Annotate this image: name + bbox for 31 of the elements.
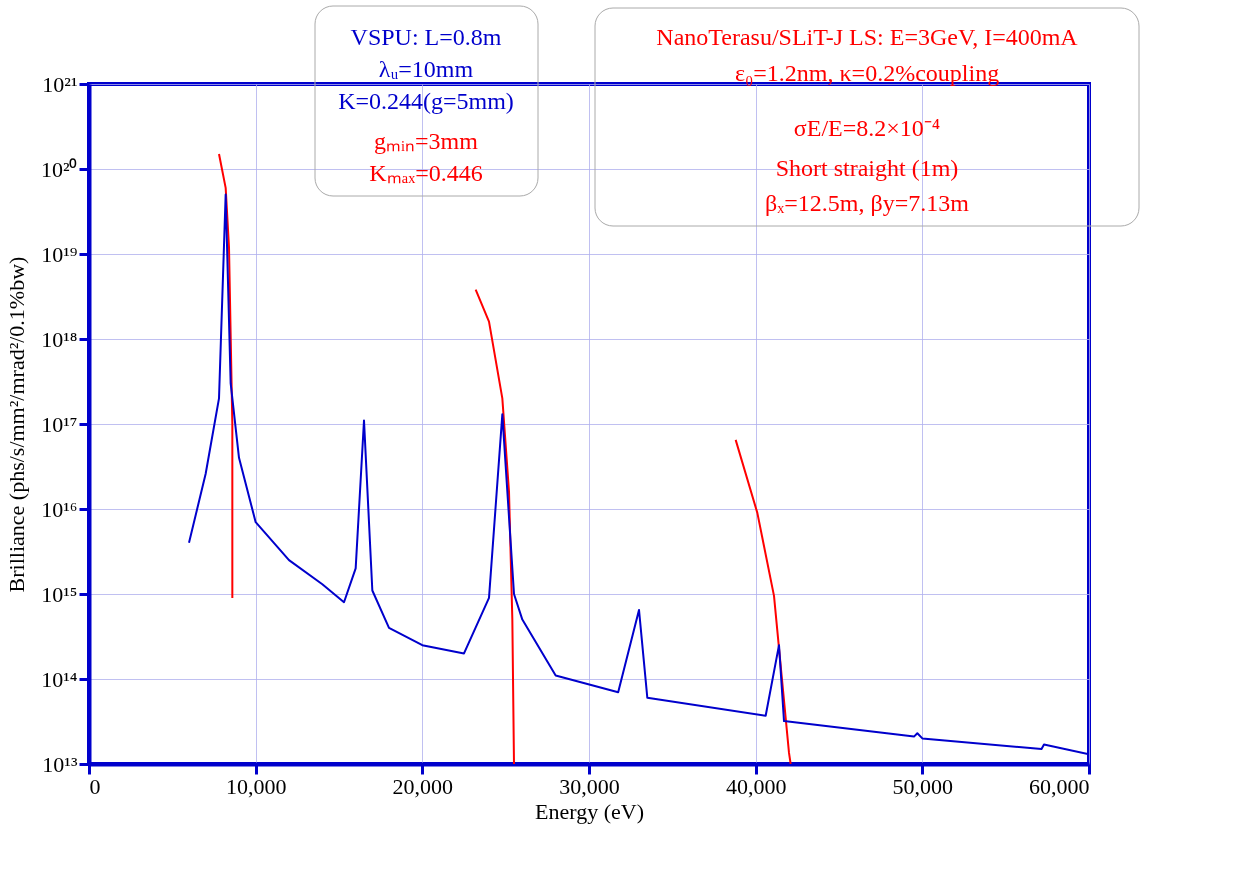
annotation: Short straight (1m) [775, 155, 959, 181]
annotation: ε₀=1.2nm, κ=0.2%coupling [734, 60, 1000, 86]
y-tick-label: 10²¹ [42, 71, 78, 97]
x-tick-label: 10,000 [225, 773, 287, 799]
y-tick-label: 10¹⁹ [41, 241, 78, 267]
line-series [734, 438, 792, 764]
x-tick-label: 40,000 [725, 773, 787, 799]
y-tick-label: 10¹⁵ [41, 581, 78, 607]
annotation: gₘᵢₙ=3mm [374, 128, 479, 154]
y-axis-title: Brilliance (phs/s/mm²/mrad²/0.1%bw) [3, 256, 29, 593]
y-tick-label: 10¹³ [42, 751, 78, 777]
y-tick-label: 10¹⁴ [41, 666, 78, 692]
y-tick-label: 10²⁰ [40, 156, 78, 182]
annotation: βₓ=12.5m, βy=7.13m [765, 190, 970, 216]
x-tick-label: 60,000 [1029, 773, 1090, 799]
x-axis-title: Energy (eV) [535, 798, 644, 824]
text: VSPU: L=0.8m [350, 24, 502, 50]
x-tick-label: 20,000 [392, 773, 454, 799]
line-series [474, 288, 515, 764]
y-tick-label: 10¹⁸ [41, 326, 78, 352]
x-tick-label: 30,000 [559, 773, 620, 799]
text: NanoTerasu/SLiT-J LS: E=3GeV, I=400mA [656, 24, 1079, 50]
x-tick-label: 0 [89, 773, 101, 799]
annotation: Kₘₐₓ=0.446 [369, 160, 483, 186]
x-tick-label: 50,000 [892, 773, 954, 799]
y-tick-label: 10¹⁶ [41, 496, 78, 522]
line-series [218, 153, 234, 599]
annotation: K=0.244(g=5mm) [338, 88, 514, 114]
text: λᵤ=10mm [378, 56, 474, 82]
annotation: σE/E=8.2×10⁻⁴ [793, 115, 941, 141]
y-tick-label: 10¹⁷ [41, 411, 78, 437]
